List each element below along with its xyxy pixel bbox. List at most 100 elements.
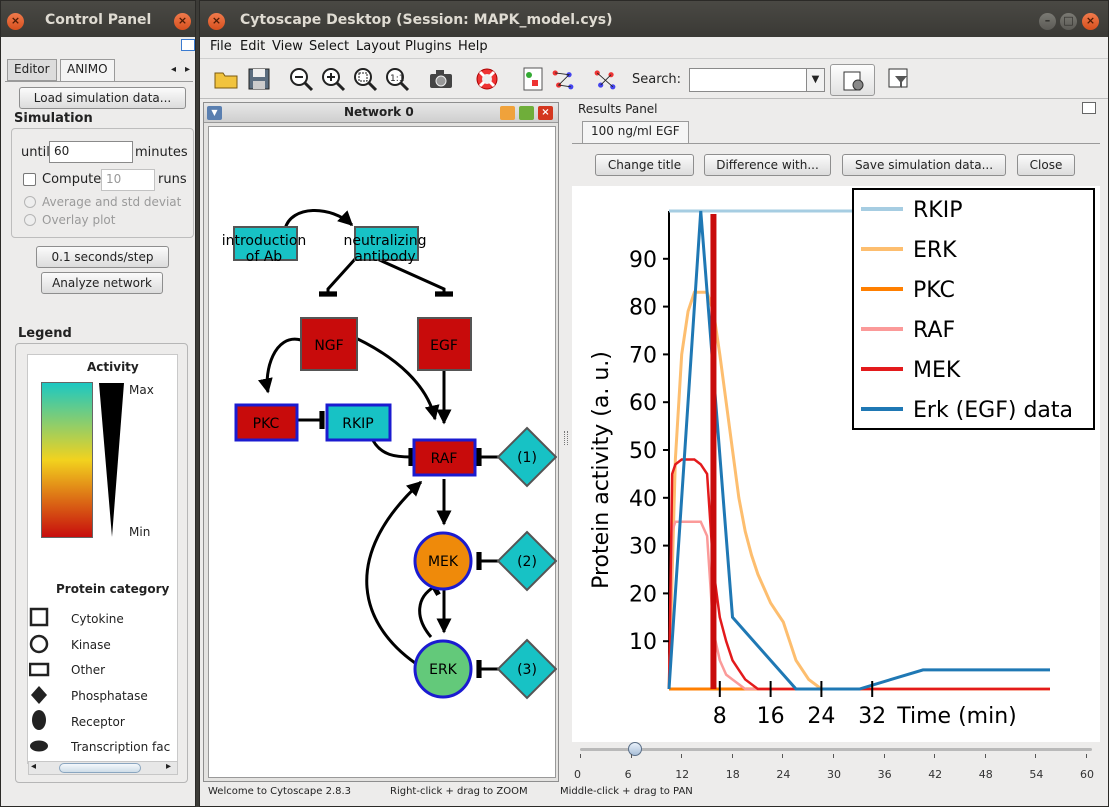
zoom-fit-icon[interactable]: 1:1 xyxy=(384,66,410,92)
close-results-button[interactable]: Close xyxy=(1017,154,1075,176)
save-icon[interactable] xyxy=(246,66,272,92)
open-folder-icon[interactable] xyxy=(213,66,239,92)
menu-file[interactable]: File xyxy=(210,39,232,54)
scroll-left-icon[interactable]: ◂ xyxy=(31,761,37,772)
tab-animo[interactable]: ANIMO xyxy=(60,59,115,81)
frame-menu-icon[interactable]: ▼ xyxy=(207,106,222,120)
node-d3-label: (3) xyxy=(517,662,537,678)
close-icon[interactable]: × xyxy=(7,13,24,30)
until-input[interactable]: 60 xyxy=(49,141,133,163)
zoom-out-icon[interactable] xyxy=(288,66,314,92)
close-icon[interactable]: × xyxy=(1082,13,1099,30)
legend-entry: MEK xyxy=(913,358,961,383)
search-options-button[interactable] xyxy=(830,64,875,96)
network-canvas[interactable]: introduction of Ab neutralizing antibody N… xyxy=(208,126,558,778)
activity-wedge xyxy=(99,383,124,537)
analyze-network-button[interactable]: Analyze network xyxy=(41,272,163,294)
status-pan-hint: Middle-click + drag to PAN xyxy=(560,786,693,797)
slider-tick-label: 60 xyxy=(1080,768,1094,781)
activity-gradient xyxy=(41,382,93,538)
split-pane-divider[interactable] xyxy=(564,431,568,445)
slider-tick-mark xyxy=(984,754,986,758)
tab-editor[interactable]: Editor xyxy=(7,59,57,81)
other-icon xyxy=(29,662,50,677)
control-panel-window: × Control Panel × Editor ANIMO ◂ ▸ Load … xyxy=(0,0,196,807)
y-tick-label: 80 xyxy=(629,296,657,321)
slider-thumb[interactable] xyxy=(627,742,642,756)
search-input[interactable] xyxy=(689,68,807,92)
legend-horizontal-scrollbar[interactable]: ◂ ▸ xyxy=(28,761,178,775)
scroll-thumb[interactable] xyxy=(59,763,141,773)
network-frame-titlebar: ▼ Network 0 × xyxy=(204,103,558,123)
cytokine-icon xyxy=(29,607,49,627)
load-simulation-data-button[interactable]: Load simulation data... xyxy=(19,87,186,109)
node-rkip xyxy=(325,403,392,442)
frame-close-icon[interactable]: × xyxy=(538,106,553,120)
node-introduction-of-ab xyxy=(233,226,298,261)
protein-category-label: Protein category xyxy=(56,582,170,596)
settings-icon xyxy=(843,71,864,91)
category-phosphatase: Phosphatase xyxy=(71,689,148,703)
average-label: Average and std deviat xyxy=(42,195,182,209)
difference-with-button[interactable]: Difference with... xyxy=(704,154,831,176)
node-phosphatase-2 xyxy=(496,530,558,592)
frame-maximize-icon[interactable] xyxy=(519,106,534,120)
average-radio[interactable] xyxy=(24,196,36,208)
help-lifebuoy-icon[interactable] xyxy=(474,66,500,92)
simulation-group xyxy=(11,128,194,238)
undock-icon[interactable] xyxy=(181,39,195,51)
step-size-button[interactable]: 0.1 seconds/step xyxy=(36,246,169,268)
overlay-radio[interactable] xyxy=(24,214,36,226)
zoom-in-icon[interactable] xyxy=(320,66,346,92)
compute-runs-input[interactable]: 10 xyxy=(101,169,155,191)
time-slider[interactable]: 0 6 12 18 24 30 36 42 48 54 60 xyxy=(572,742,1100,784)
chart-legend xyxy=(852,188,1095,430)
slider-tick-label: 24 xyxy=(776,768,791,781)
menu-edit[interactable]: Edit xyxy=(240,39,266,54)
protein-activity-chart[interactable]: 10 20 30 40 50 60 70 80 90 8 16 24 32 Time (min) Prote… xyxy=(572,186,1100,742)
tab-scroll-left-icon[interactable]: ◂ xyxy=(171,64,177,75)
y-tick-label: 90 xyxy=(629,248,657,273)
new-network-icon[interactable] xyxy=(592,66,618,92)
tab-scroll-right-icon[interactable]: ▸ xyxy=(185,64,191,75)
new-network-from-selection-icon[interactable] xyxy=(550,66,576,92)
menu-view[interactable]: View xyxy=(272,39,303,54)
results-undock-icon[interactable] xyxy=(1082,102,1096,114)
slider-track[interactable] xyxy=(580,748,1092,751)
search-dropdown-icon[interactable]: ▼ xyxy=(806,68,825,92)
slider-tick-label: 12 xyxy=(675,768,690,781)
y-tick-label: 10 xyxy=(629,630,657,655)
close-icon[interactable]: × xyxy=(208,13,225,30)
change-title-button[interactable]: Change title xyxy=(595,154,694,176)
series-line-4 xyxy=(667,458,1050,691)
node-egf-label: EGF xyxy=(430,338,458,354)
results-tab-100-egf[interactable]: 100 ng/ml EGF xyxy=(582,121,689,143)
menu-layout[interactable]: Layout xyxy=(356,39,401,54)
menu-help[interactable]: Help xyxy=(458,39,488,54)
minimize-icon[interactable]: – xyxy=(1039,13,1056,30)
legend-entry: ERK xyxy=(913,238,957,263)
legend-entry: PKC xyxy=(913,278,955,303)
simulation-heading: Simulation xyxy=(14,111,93,126)
legend-entry: RAF xyxy=(913,318,955,343)
slider-tick-mark xyxy=(883,754,885,758)
close-icon[interactable]: × xyxy=(174,13,191,30)
menu-select[interactable]: Select xyxy=(309,39,350,54)
menu-plugins[interactable]: Plugins xyxy=(405,39,452,54)
filter-icon[interactable] xyxy=(886,66,912,92)
camera-icon[interactable] xyxy=(428,66,454,92)
y-tick-label: 70 xyxy=(629,343,657,368)
node-ngf-label: NGF xyxy=(314,338,343,354)
compute-label: Compute xyxy=(42,172,102,187)
kinase-icon xyxy=(29,634,49,654)
slider-tick-mark xyxy=(731,754,733,758)
slider-tick-mark xyxy=(1035,754,1037,758)
save-simulation-data-button[interactable]: Save simulation data... xyxy=(842,154,1006,176)
legend-entry: RKIP xyxy=(913,198,962,223)
maximize-icon[interactable]: □ xyxy=(1060,13,1077,30)
frame-minimize-icon[interactable] xyxy=(500,106,515,120)
scroll-right-icon[interactable]: ▸ xyxy=(166,761,172,772)
compute-checkbox[interactable] xyxy=(23,173,36,186)
zoom-selected-icon[interactable] xyxy=(352,66,378,92)
attribute-browser-icon[interactable] xyxy=(520,66,546,92)
